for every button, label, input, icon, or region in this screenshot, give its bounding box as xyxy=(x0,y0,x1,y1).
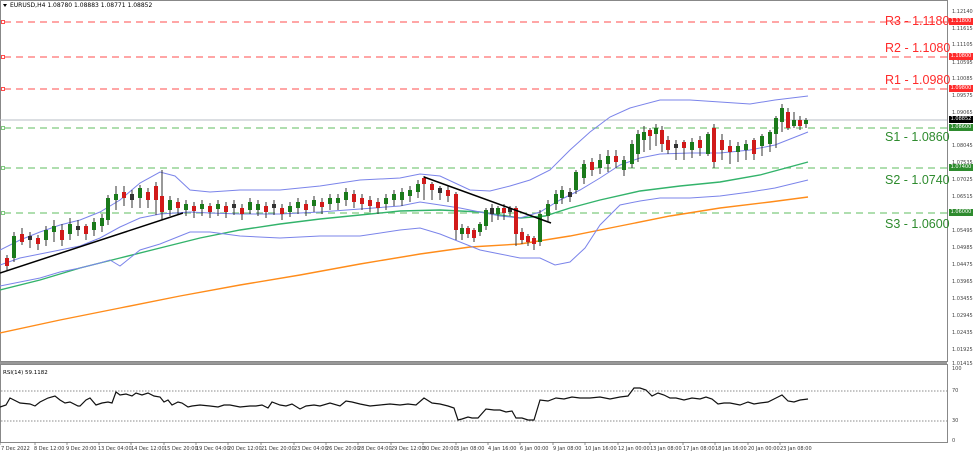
price-tick: 1.07535 xyxy=(952,160,973,166)
r3-label: R3 - 1.1180 xyxy=(885,14,950,28)
price-tick: 1.06515 xyxy=(952,194,973,200)
support-lines xyxy=(4,127,947,214)
time-tick: 21 Dec 20:00 xyxy=(261,446,295,452)
price-tick: 1.09065 xyxy=(952,110,973,116)
time-tick: 4 Jan 16:00 xyxy=(488,446,517,452)
time-tick: 18 Jan 16:00 xyxy=(715,446,747,452)
s1-price-tag: 1.08600 xyxy=(949,124,973,131)
price-tick: 1.04475 xyxy=(952,262,973,268)
time-tick: 9 Jan 08:00 xyxy=(553,446,582,452)
s2-price-tag: 1.07400 xyxy=(949,164,973,171)
ma-green-line xyxy=(0,161,809,291)
rsi-panel xyxy=(0,387,947,422)
price-tick: 1.01925 xyxy=(952,347,973,353)
candlesticks xyxy=(5,104,808,270)
rsi-tick: 0 xyxy=(952,438,956,444)
price-tick: 1.07025 xyxy=(952,177,973,183)
s3-label: S3 - 1.0600 xyxy=(885,217,950,231)
time-tick: 14 Dec 12:00 xyxy=(131,446,165,452)
price-tick: 1.11105 xyxy=(952,42,973,48)
price-tick: 1.11615 xyxy=(952,26,973,32)
price-tick: 1.04985 xyxy=(952,245,973,251)
time-tick: 23 Dec 04:00 xyxy=(294,446,328,452)
time-tick: 12 Jan 00:00 xyxy=(618,446,650,452)
symbol-ohlc-text: EURUSD,H4 1.08780 1.08883 1.08771 1.0885… xyxy=(10,2,153,9)
price-tick: 1.01415 xyxy=(952,361,973,367)
ascending-trendline xyxy=(0,212,184,274)
r2-price-tag: 1.10800 xyxy=(949,53,973,60)
rsi-title: RSI(14) 59.1182 xyxy=(3,370,48,376)
rsi-tick: 70 xyxy=(952,388,959,394)
symbol-header: EURUSD,H4 1.08780 1.08883 1.08771 1.0885… xyxy=(3,2,152,9)
rsi-tick: 100 xyxy=(952,366,962,372)
r3-price-tag: 1.11800 xyxy=(949,18,973,25)
resistance-lines xyxy=(4,21,947,90)
time-tick: 20 Jan 00:00 xyxy=(748,446,780,452)
time-tick: 8 Dec 12:00 xyxy=(34,446,65,452)
time-tick: 3 Jan 08:00 xyxy=(456,446,485,452)
time-tick: 20 Dec 12:00 xyxy=(228,446,262,452)
time-tick: 10 Jan 16:00 xyxy=(585,446,617,452)
ma-orange-line xyxy=(0,196,809,334)
time-tick: 9 Dec 20:00 xyxy=(66,446,97,452)
time-tick: 30 Dec 20:00 xyxy=(423,446,457,452)
price-tick: 1.02945 xyxy=(952,313,973,319)
price-tick: 1.10085 xyxy=(952,76,973,82)
price-tick: 1.10595 xyxy=(952,60,973,66)
bollinger-bands xyxy=(0,95,809,287)
time-tick: 23 Jan 08:00 xyxy=(780,446,812,452)
r1-price-tag: 1.09800 xyxy=(949,85,973,92)
price-tick: 1.12140 xyxy=(952,9,973,15)
r1-label: R1 - 1.0980 xyxy=(885,73,951,87)
s2-label: S2 - 1.0740 xyxy=(885,173,950,187)
time-tick: 6 Jan 00:00 xyxy=(520,446,549,452)
descending-trendline xyxy=(423,176,552,224)
time-tick: 13 Jan 08:00 xyxy=(650,446,682,452)
time-tick: 15 Dec 20:00 xyxy=(164,446,198,452)
time-tick: 7 Dec 2022 xyxy=(1,446,30,452)
price-tick: 1.05495 xyxy=(952,228,973,234)
time-tick: 17 Jan 08:00 xyxy=(683,446,715,452)
r2-label: R2 - 1.1080 xyxy=(885,41,951,55)
time-tick: 19 Dec 04:00 xyxy=(196,446,230,452)
price-tick: 1.02435 xyxy=(952,330,973,336)
s1-label: S1 - 1.0860 xyxy=(885,130,950,144)
price-tick: 1.09575 xyxy=(952,93,973,99)
time-tick: 13 Dec 04:00 xyxy=(98,446,132,452)
current-price-tag: 1.08852 xyxy=(949,116,973,123)
rsi-line xyxy=(0,387,809,421)
price-tick: 1.03455 xyxy=(952,296,973,302)
time-tick: 28 Dec 04:00 xyxy=(358,446,392,452)
price-tick: 1.08045 xyxy=(952,143,973,149)
time-tick: 26 Dec 20:00 xyxy=(326,446,360,452)
rsi-tick: 30 xyxy=(952,418,959,424)
collapse-triangle-icon[interactable] xyxy=(3,4,7,7)
time-tick: 29 Dec 12:00 xyxy=(391,446,425,452)
s3-price-tag: 1.06000 xyxy=(949,209,973,216)
price-tick: 1.03965 xyxy=(952,279,973,285)
